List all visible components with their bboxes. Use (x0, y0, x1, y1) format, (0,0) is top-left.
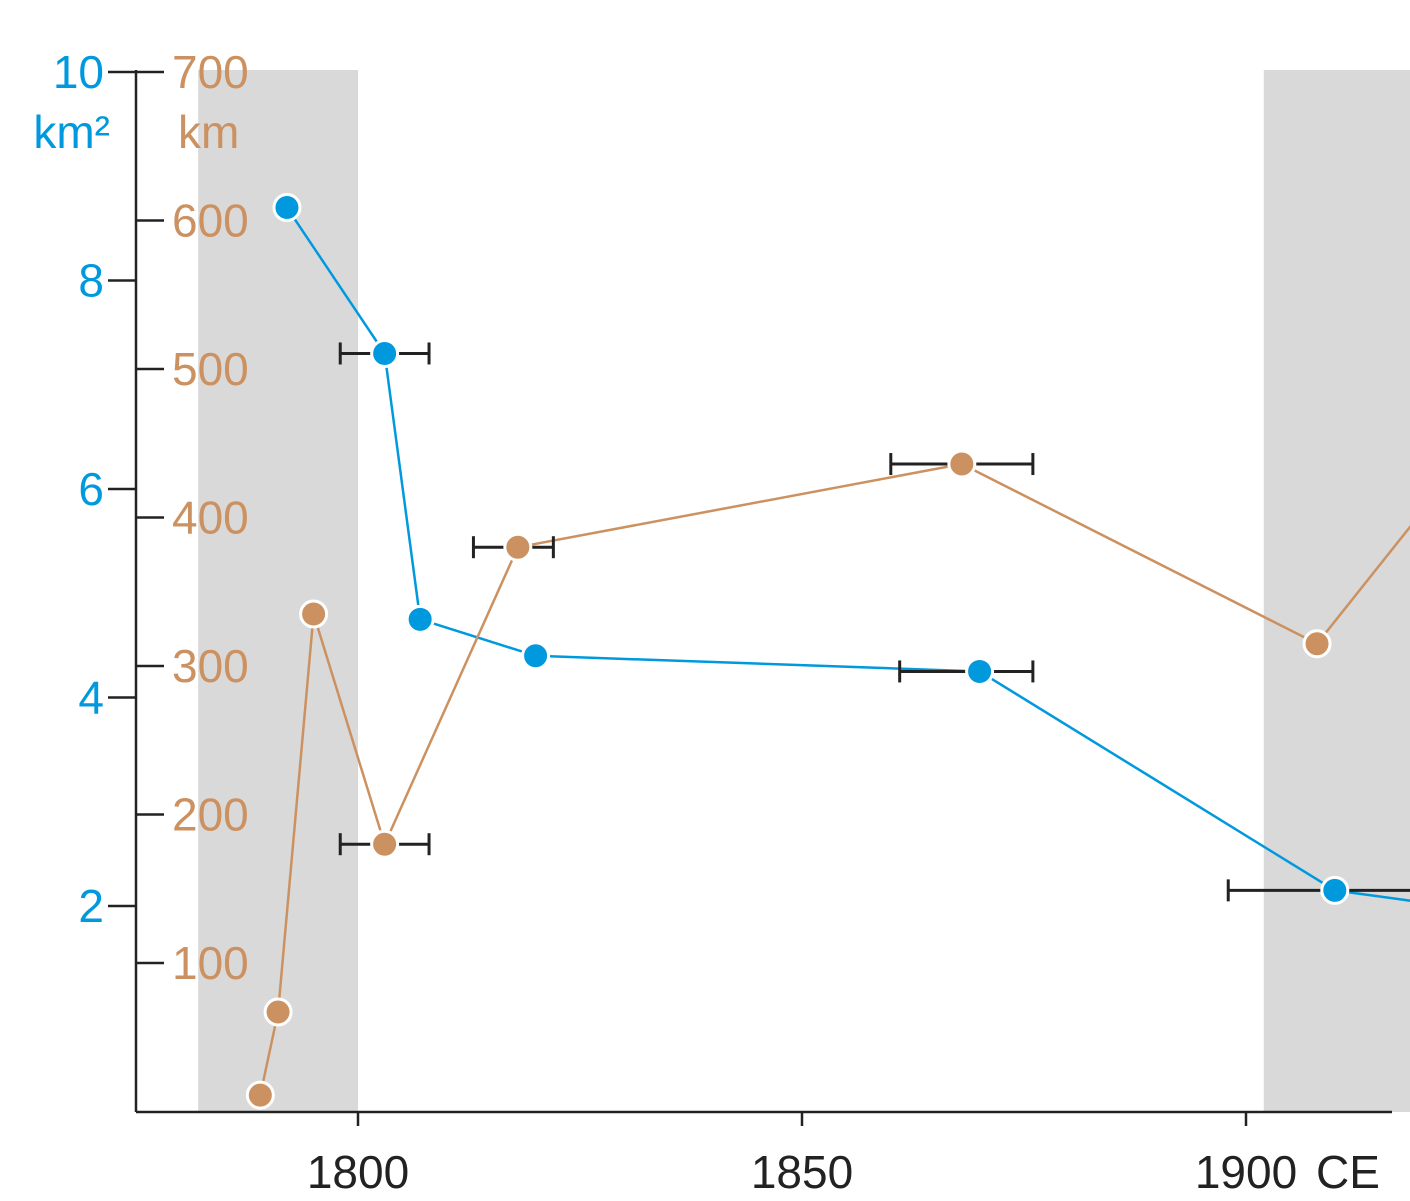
x-tick-label: 1800 (307, 1146, 409, 1198)
data-point-right (370, 829, 400, 859)
axes (108, 70, 1392, 1126)
data-point-right (245, 1080, 275, 1110)
x-tick-label: 1900 (1195, 1146, 1297, 1198)
data-points (245, 193, 1350, 1110)
data-point-left (521, 641, 551, 671)
x-tick-label: 1850 (751, 1146, 853, 1198)
right-tick-label: 100 (172, 937, 249, 989)
shaded-period (1263, 70, 1410, 1112)
x-axis-unit: CE (1316, 1146, 1380, 1198)
data-point-left (405, 604, 435, 634)
right-axis-unit: km (178, 106, 239, 158)
left-tick-label: 10 (53, 46, 104, 98)
series-lines (259, 206, 1410, 1096)
error-bars (338, 342, 1410, 902)
data-point-left (965, 656, 995, 686)
data-point-right (263, 997, 293, 1027)
series-line-right (259, 462, 1410, 1096)
right-tick-label: 500 (172, 343, 249, 395)
right-tick-label: 200 (172, 789, 249, 841)
right-tick-label: 300 (172, 640, 249, 692)
tick-labels: 2 4 6 8 10 km² 100 200 300 400 500 600 700 km 1800 1850… (33, 46, 1380, 1198)
data-point-left (1320, 875, 1350, 905)
left-tick-label: 4 (78, 672, 104, 724)
left-tick-label: 8 (78, 255, 104, 307)
data-point-right (947, 449, 977, 479)
data-point-right (1302, 629, 1332, 659)
left-tick-label: 2 (78, 880, 104, 932)
right-tick-label: 700 (172, 46, 249, 98)
right-tick-label: 600 (172, 195, 249, 247)
right-tick-label: 400 (172, 492, 249, 544)
shaded-period (198, 70, 358, 1112)
shaded-periods (198, 70, 1410, 1112)
data-point-right (299, 599, 329, 629)
data-point-right (503, 532, 533, 562)
left-axis-unit: km² (33, 106, 110, 158)
data-point-left (370, 338, 400, 368)
left-tick-label: 6 (78, 463, 104, 515)
series-line-left (285, 206, 1410, 902)
data-point-left (272, 193, 302, 223)
